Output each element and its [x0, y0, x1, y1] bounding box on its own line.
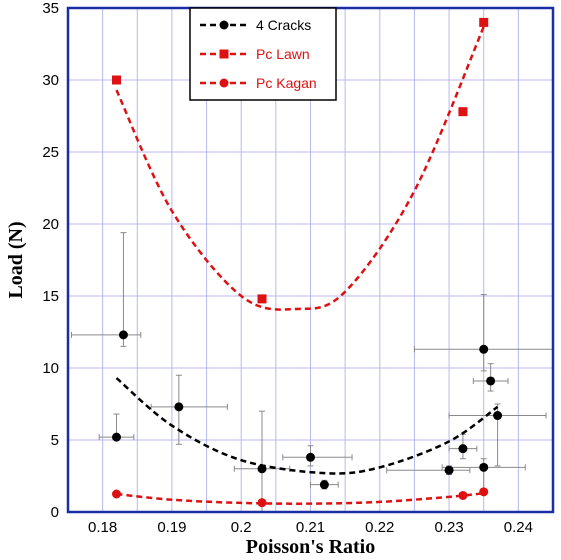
data-point — [112, 432, 121, 442]
legend-marker — [219, 49, 229, 59]
data-point — [319, 480, 329, 490]
data-point — [479, 462, 489, 472]
y-tick-label: 35 — [42, 0, 59, 17]
data-point — [479, 344, 489, 354]
legend-label: Pc Lawn — [256, 46, 310, 62]
x-tick-label: 0.23 — [434, 519, 463, 536]
series-4-cracks — [70, 232, 554, 513]
x-tick-label: 0.19 — [157, 519, 186, 536]
y-tick-label: 25 — [42, 144, 59, 161]
data-point — [112, 75, 121, 85]
legend-marker — [219, 20, 229, 30]
x-tick-label: 0.18 — [88, 519, 117, 536]
y-tick-label: 10 — [42, 360, 59, 377]
data-point — [458, 107, 468, 117]
fit-curve — [115, 377, 499, 475]
fit-curve — [115, 26, 485, 311]
series-layer — [70, 17, 554, 513]
x-tick-label: 0.2 — [231, 519, 252, 536]
data-point — [174, 402, 184, 412]
data-point — [306, 452, 315, 462]
data-point — [479, 487, 489, 497]
legend: 4 Cracks Pc Lawn Pc Kagan — [189, 7, 337, 101]
data-point — [458, 444, 468, 454]
y-tick-label: 15 — [42, 288, 59, 305]
x-tick-label: 0.24 — [504, 519, 533, 536]
data-point — [486, 376, 496, 386]
y-axis-title: Load (N) — [5, 221, 27, 298]
data-point — [257, 294, 267, 304]
data-point — [112, 489, 121, 499]
data-point — [444, 465, 454, 475]
data-point — [479, 17, 489, 27]
data-point — [118, 330, 128, 340]
data-point — [257, 498, 267, 508]
series-pc-kagan — [112, 487, 489, 508]
y-tick-label: 5 — [51, 432, 59, 449]
data-point — [493, 411, 503, 421]
series-pc-lawn — [112, 17, 489, 311]
y-tick-label: 0 — [51, 504, 59, 521]
legend-label: 4 Cracks — [256, 17, 311, 33]
legend-marker — [219, 78, 229, 88]
tick-labels: 0.18 0.19 0.2 0.21 0.22 0.23 0.24 0 5 10 15 20 25 30 3… — [42, 0, 533, 536]
legend-label: Pc Kagan — [256, 75, 317, 91]
x-tick-label: 0.22 — [365, 519, 394, 536]
y-tick-label: 30 — [42, 72, 59, 89]
fit-curve — [116, 492, 484, 505]
data-point — [257, 464, 267, 474]
y-tick-label: 20 — [42, 216, 59, 233]
x-tick-label: 0.21 — [296, 519, 325, 536]
x-axis-title: Poisson's Ratio — [246, 536, 375, 558]
data-point — [458, 490, 468, 500]
